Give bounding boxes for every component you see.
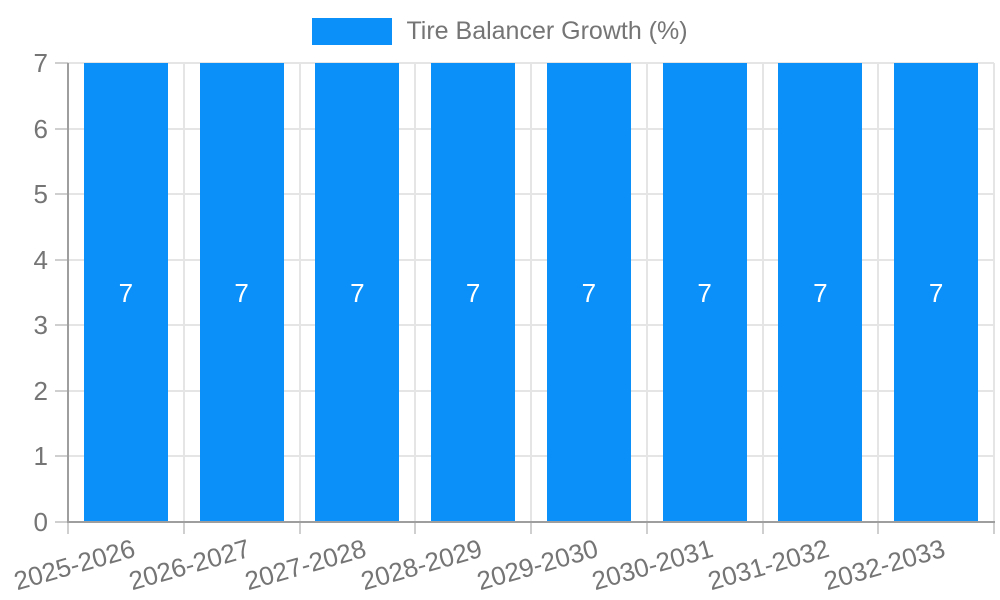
- x-axis-line: [67, 521, 995, 523]
- x-axis-tick-label: 2029-2030: [473, 533, 601, 597]
- bar-value-label: 7: [928, 277, 944, 308]
- bar-value-label: 7: [234, 277, 249, 308]
- bar-2030-2031[interactable]: 7: [662, 63, 747, 522]
- y-axis-tick: [55, 127, 68, 130]
- bar-value-label: 7: [813, 277, 828, 308]
- x-axis-tick: [182, 522, 185, 534]
- x-axis-tick: [993, 522, 995, 534]
- gridline-vertical: [645, 63, 648, 522]
- x-axis-tick: [645, 522, 648, 534]
- bar-2032-2033[interactable]: 7: [894, 63, 979, 522]
- x-axis-tick-label: 2027-2028: [241, 533, 370, 597]
- bar-value-label: 7: [697, 277, 712, 308]
- gridline-vertical: [298, 63, 301, 522]
- y-axis-tick-label: 0: [33, 507, 48, 537]
- bar-2029-2030[interactable]: 7: [546, 63, 631, 522]
- legend-swatch-icon: [312, 17, 393, 45]
- legend-label: Tire Balancer Growth (%): [406, 17, 688, 45]
- y-axis-tick: [55, 324, 68, 327]
- x-axis-tick-label: 2025-2026: [10, 533, 138, 597]
- y-axis-tick: [55, 521, 68, 523]
- gridline-vertical: [182, 63, 185, 522]
- x-axis-tick: [877, 522, 880, 534]
- gridline-vertical: [993, 63, 995, 522]
- x-axis-tick: [67, 522, 69, 534]
- y-axis-tick: [55, 62, 68, 64]
- x-axis-tick-label: 2031-2032: [704, 533, 833, 597]
- x-axis-tick: [414, 522, 417, 534]
- y-axis-tick-label: 1: [33, 441, 48, 472]
- x-axis-tick: [761, 522, 764, 534]
- y-axis-tick: [55, 389, 68, 392]
- x-axis-tick-label: 2030-2031: [588, 533, 717, 597]
- y-axis-tick: [55, 455, 68, 458]
- legend[interactable]: Tire Balancer Growth (%): [0, 16, 1000, 46]
- plot-area: 7 7 7 7 7 7 7 7: [55, 62, 995, 534]
- bar-2027-2028[interactable]: 7: [315, 63, 400, 522]
- y-axis-tick: [55, 258, 68, 261]
- bar-2025-2026[interactable]: 7: [83, 63, 168, 522]
- y-axis-tick-label: 3: [33, 310, 48, 341]
- x-axis-tick: [298, 522, 301, 534]
- y-axis-tick: [55, 193, 68, 196]
- x-axis-tick: [530, 522, 532, 534]
- bar-value-label: 7: [581, 277, 597, 308]
- bar-2026-2027[interactable]: 7: [199, 63, 284, 522]
- bar-value-label: 7: [350, 277, 365, 308]
- y-axis-tick-label: 5: [33, 179, 48, 210]
- gridline-vertical: [761, 63, 764, 522]
- bar-value-label: 7: [465, 277, 481, 308]
- bar-value-label: 7: [118, 277, 134, 308]
- y-axis-tick-label: 4: [33, 244, 48, 275]
- bar-2028-2029[interactable]: 7: [431, 63, 516, 522]
- y-axis-tick-label: 7: [33, 48, 48, 78]
- gridline-vertical: [530, 63, 532, 522]
- y-axis-tick-label: 2: [33, 375, 48, 406]
- x-axis-tick-label: 2028-2029: [357, 533, 486, 597]
- y-axis-line: [67, 63, 69, 522]
- gridline-vertical: [877, 63, 880, 522]
- gridline-vertical: [414, 63, 417, 522]
- bar-2031-2032[interactable]: 7: [778, 63, 863, 522]
- y-axis-tick-label: 6: [33, 113, 48, 144]
- x-axis-tick-label: 2026-2027: [125, 533, 254, 597]
- x-axis-tick-label: 2032-2033: [820, 533, 949, 597]
